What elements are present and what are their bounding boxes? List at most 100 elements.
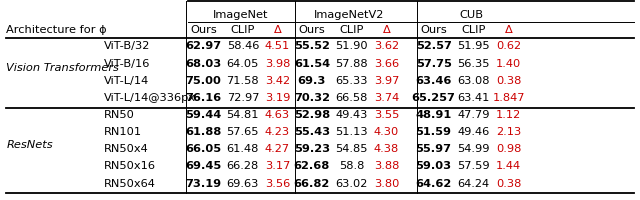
- Text: CUB: CUB: [459, 10, 483, 20]
- Text: 61.54: 61.54: [294, 58, 330, 68]
- Text: Architecture for ϕ: Architecture for ϕ: [6, 25, 107, 35]
- Text: 69.3: 69.3: [298, 75, 326, 85]
- Text: 54.99: 54.99: [458, 144, 490, 153]
- Text: 71.58: 71.58: [227, 75, 259, 85]
- Text: 76.16: 76.16: [185, 92, 221, 102]
- Text: 3.42: 3.42: [265, 75, 290, 85]
- Text: 58.46: 58.46: [227, 41, 259, 51]
- Text: 3.74: 3.74: [374, 92, 399, 102]
- Text: Ours: Ours: [298, 25, 325, 35]
- Text: 2.13: 2.13: [496, 126, 522, 136]
- Text: 52.57: 52.57: [415, 41, 451, 51]
- Text: CLIP: CLIP: [339, 25, 364, 35]
- Text: 63.02: 63.02: [335, 178, 367, 188]
- Text: ImageNetV2: ImageNetV2: [314, 10, 385, 20]
- Text: ViT-L/14@336px: ViT-L/14@336px: [104, 92, 196, 102]
- Text: 1.12: 1.12: [496, 109, 522, 119]
- Text: 64.24: 64.24: [458, 178, 490, 188]
- Text: 75.00: 75.00: [186, 75, 221, 85]
- Text: 72.97: 72.97: [227, 92, 259, 102]
- Text: 1.40: 1.40: [496, 58, 522, 68]
- Text: 57.75: 57.75: [415, 58, 451, 68]
- Text: 66.82: 66.82: [294, 178, 330, 188]
- Text: CLIP: CLIP: [461, 25, 486, 35]
- Text: ViT-L/14: ViT-L/14: [104, 75, 149, 85]
- Text: 65.257: 65.257: [412, 92, 456, 102]
- Text: 49.43: 49.43: [335, 109, 367, 119]
- Text: 57.59: 57.59: [458, 161, 490, 171]
- Text: 69.63: 69.63: [227, 178, 259, 188]
- Text: 4.38: 4.38: [374, 144, 399, 153]
- Text: 68.03: 68.03: [185, 58, 221, 68]
- Text: Δ: Δ: [383, 25, 390, 35]
- Text: 62.97: 62.97: [185, 41, 221, 51]
- Text: 0.38: 0.38: [496, 75, 522, 85]
- Text: 3.62: 3.62: [374, 41, 399, 51]
- Text: 63.08: 63.08: [458, 75, 490, 85]
- Text: 51.95: 51.95: [458, 41, 490, 51]
- Text: Δ: Δ: [273, 25, 281, 35]
- Text: 0.38: 0.38: [496, 178, 522, 188]
- Text: 49.46: 49.46: [458, 126, 490, 136]
- Text: 3.66: 3.66: [374, 58, 399, 68]
- Text: 63.41: 63.41: [458, 92, 490, 102]
- Text: 55.52: 55.52: [294, 41, 330, 51]
- Text: 3.19: 3.19: [265, 92, 290, 102]
- Text: 70.32: 70.32: [294, 92, 330, 102]
- Text: 66.05: 66.05: [185, 144, 221, 153]
- Text: 65.33: 65.33: [335, 75, 367, 85]
- Text: Ours: Ours: [190, 25, 217, 35]
- Text: 3.97: 3.97: [374, 75, 399, 85]
- Text: 3.17: 3.17: [265, 161, 290, 171]
- Text: RN50x16: RN50x16: [104, 161, 156, 171]
- Text: 4.30: 4.30: [374, 126, 399, 136]
- Text: 3.98: 3.98: [265, 58, 290, 68]
- Text: ViT-B/16: ViT-B/16: [104, 58, 150, 68]
- Text: 66.28: 66.28: [227, 161, 259, 171]
- Text: RN50x4: RN50x4: [104, 144, 148, 153]
- Text: 48.91: 48.91: [415, 109, 452, 119]
- Text: 56.35: 56.35: [458, 58, 490, 68]
- Text: 73.19: 73.19: [185, 178, 221, 188]
- Text: 57.88: 57.88: [335, 58, 367, 68]
- Text: CLIP: CLIP: [230, 25, 255, 35]
- Text: ResNets: ResNets: [6, 139, 53, 149]
- Text: 3.56: 3.56: [265, 178, 290, 188]
- Text: 66.58: 66.58: [335, 92, 367, 102]
- Text: 4.63: 4.63: [265, 109, 290, 119]
- Text: 3.55: 3.55: [374, 109, 399, 119]
- Text: 3.88: 3.88: [374, 161, 399, 171]
- Text: 1.44: 1.44: [496, 161, 522, 171]
- Text: 47.79: 47.79: [458, 109, 490, 119]
- Text: 51.13: 51.13: [335, 126, 367, 136]
- Text: 63.46: 63.46: [415, 75, 452, 85]
- Text: RN101: RN101: [104, 126, 141, 136]
- Text: 3.80: 3.80: [374, 178, 399, 188]
- Text: ViT-B/32: ViT-B/32: [104, 41, 150, 51]
- Text: 4.51: 4.51: [265, 41, 290, 51]
- Text: ImageNet: ImageNet: [212, 10, 268, 20]
- Text: 0.98: 0.98: [496, 144, 522, 153]
- Text: Δ: Δ: [505, 25, 513, 35]
- Text: 62.68: 62.68: [294, 161, 330, 171]
- Text: 58.8: 58.8: [339, 161, 364, 171]
- Text: 55.97: 55.97: [415, 144, 452, 153]
- Text: 4.27: 4.27: [265, 144, 290, 153]
- Text: Vision Transformers: Vision Transformers: [6, 62, 119, 72]
- Text: Ours: Ours: [420, 25, 447, 35]
- Text: 61.48: 61.48: [227, 144, 259, 153]
- Text: 57.65: 57.65: [227, 126, 259, 136]
- Text: 59.03: 59.03: [415, 161, 452, 171]
- Text: RN50: RN50: [104, 109, 134, 119]
- Text: 64.62: 64.62: [415, 178, 452, 188]
- Text: 51.59: 51.59: [415, 126, 452, 136]
- Text: 55.43: 55.43: [294, 126, 330, 136]
- Text: 0.62: 0.62: [496, 41, 522, 51]
- Text: 69.45: 69.45: [185, 161, 221, 171]
- Text: 54.85: 54.85: [335, 144, 367, 153]
- Text: 61.88: 61.88: [185, 126, 221, 136]
- Text: RN50x64: RN50x64: [104, 178, 156, 188]
- Text: 4.23: 4.23: [265, 126, 290, 136]
- Text: 52.98: 52.98: [294, 109, 330, 119]
- Text: 54.81: 54.81: [227, 109, 259, 119]
